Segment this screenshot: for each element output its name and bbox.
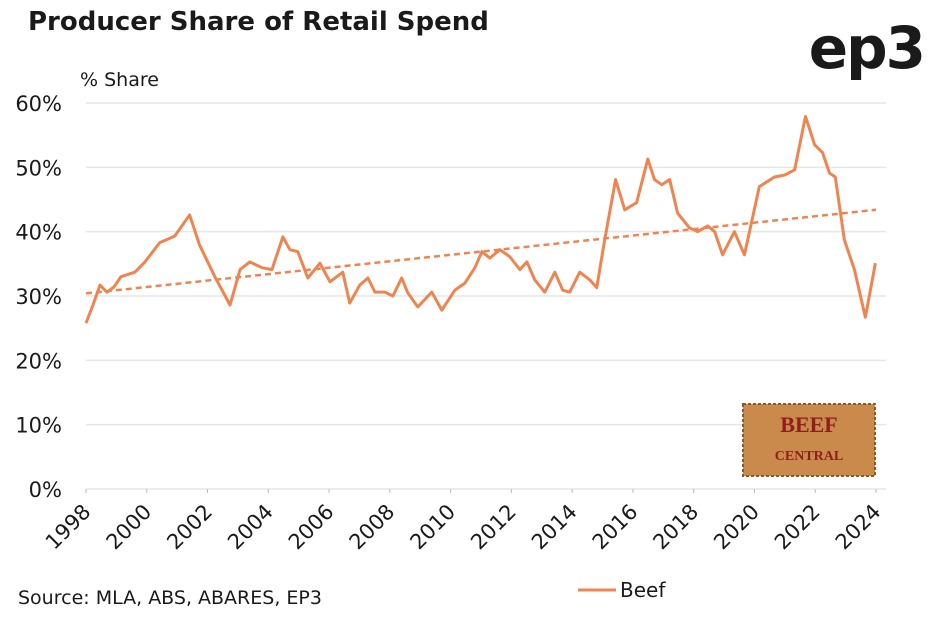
badge-top: BEEF: [780, 412, 837, 437]
badge-bottom: CENTRAL: [775, 449, 843, 464]
x-tick-label: 2016: [588, 500, 643, 555]
legend-label: Beef: [620, 578, 666, 602]
x-tick-label: 2002: [162, 500, 217, 555]
y-tick-label: 10%: [15, 414, 62, 438]
x-tick-label: 2012: [466, 500, 521, 555]
badge: BEEF CENTRAL: [742, 403, 876, 477]
y-axis-label: % Share: [80, 69, 159, 91]
x-tick-label: 2004: [223, 500, 278, 555]
y-tick-label: 60%: [15, 92, 62, 116]
x-tick-label: 2000: [102, 500, 157, 555]
x-tick-label: 2022: [770, 500, 825, 555]
x-tick-label: 2024: [831, 500, 886, 555]
source: Source: MLA, ABS, ABARES, EP3: [18, 587, 322, 609]
y-tick-label: 30%: [15, 285, 62, 309]
data-line: [84, 115, 877, 324]
brand-logo: ep3: [809, 14, 924, 82]
x-tick-label: 2010: [405, 500, 460, 555]
x-tick-label: 2014: [527, 500, 582, 555]
badge-bg: [742, 403, 876, 477]
y-tick-label: 50%: [15, 156, 62, 180]
x-tick-label: 2008: [345, 500, 400, 555]
y-tick-label: 0%: [29, 478, 62, 502]
x-tick-label: 2006: [284, 500, 339, 555]
x-tick-label: 2020: [709, 500, 764, 555]
chart-title: Producer Share of Retail Spend: [28, 7, 489, 37]
x-tick-label: 2018: [648, 500, 703, 555]
y-tick-label: 40%: [15, 221, 62, 245]
x-tick-label: 1998: [41, 500, 96, 555]
y-tick-label: 20%: [15, 349, 62, 373]
